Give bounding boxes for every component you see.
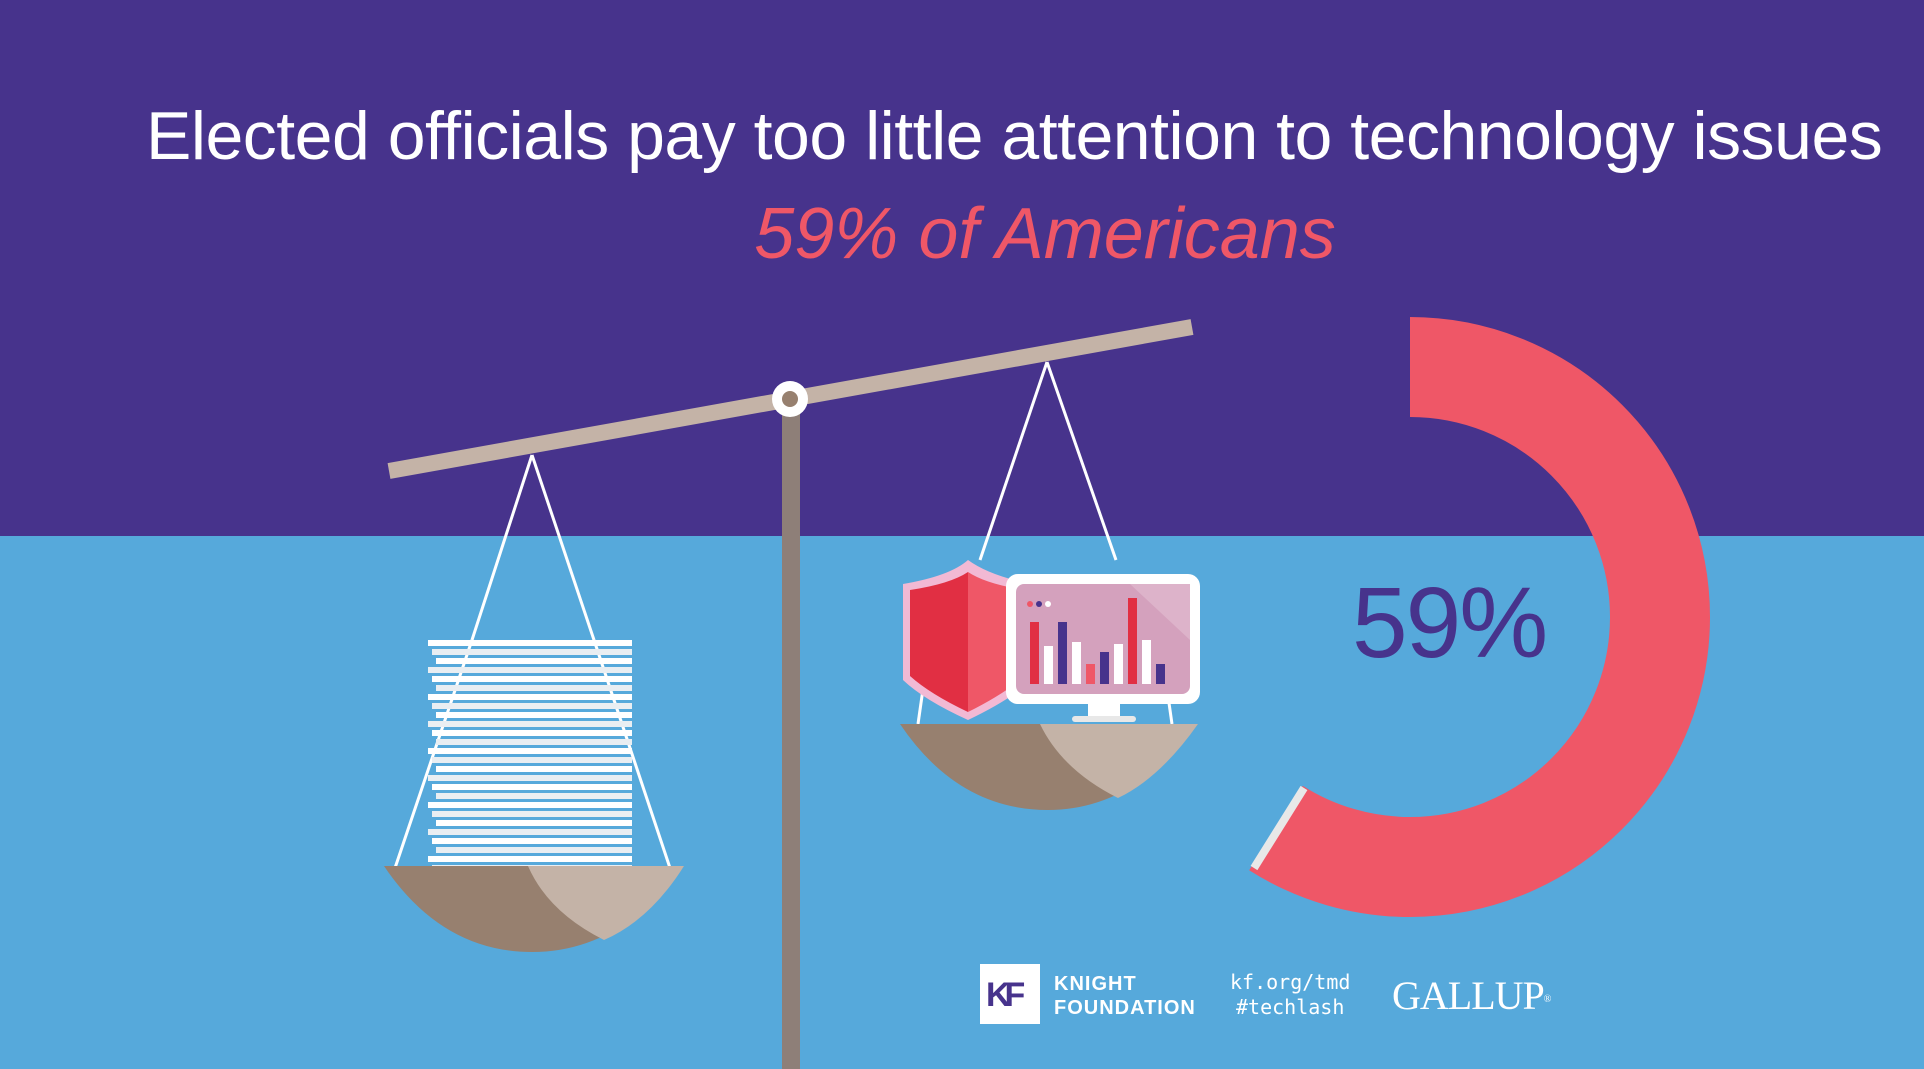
paper-sheet xyxy=(432,730,632,736)
paper-sheet xyxy=(432,811,632,817)
scale-pole xyxy=(782,400,800,1069)
footer-hashtag: #techlash xyxy=(1236,995,1345,1019)
left-pan xyxy=(384,866,684,952)
paper-sheet xyxy=(428,829,632,835)
ring-end-highlight xyxy=(1250,785,1308,871)
monitor-bar xyxy=(1044,646,1053,684)
knight-foundation-name: KNIGHT FOUNDATION xyxy=(1054,972,1196,1020)
monitor-bar xyxy=(1128,598,1137,684)
paper-sheet xyxy=(428,775,632,781)
monitor-bar xyxy=(1072,642,1081,684)
percent-ring xyxy=(1110,317,1710,917)
paper-sheet xyxy=(436,658,632,664)
paper-sheet xyxy=(432,784,632,790)
paper-sheet xyxy=(428,694,632,700)
paper-stack-icon xyxy=(428,640,632,871)
paper-sheet xyxy=(428,721,632,727)
paper-sheet xyxy=(428,667,632,673)
subheadline: 59% of Americans xyxy=(754,194,1336,274)
monitor-bar xyxy=(1086,664,1095,684)
monitor-chart-icon xyxy=(1006,574,1200,722)
monitor-bar xyxy=(1100,652,1109,684)
paper-sheet xyxy=(432,676,632,682)
kf-name-line2: FOUNDATION xyxy=(1054,997,1196,1019)
gallup-logo: GALLUP® xyxy=(1392,973,1551,1018)
paper-sheet xyxy=(432,649,632,655)
kf-logo-letters: KF xyxy=(986,976,1025,1014)
kf-name-line1: KNIGHT xyxy=(1054,973,1137,995)
paper-sheet xyxy=(428,748,632,754)
percent-label: 59% xyxy=(1352,567,1548,679)
footer-url: kf.org/tmd xyxy=(1230,970,1351,994)
paper-sheet xyxy=(428,802,632,808)
monitor-bar xyxy=(1156,664,1165,684)
paper-sheet xyxy=(436,793,632,799)
monitor-bar xyxy=(1142,640,1151,684)
paper-sheet xyxy=(432,703,632,709)
monitor-bar xyxy=(1058,622,1067,684)
paper-sheet xyxy=(428,856,632,862)
paper-sheet xyxy=(436,766,632,772)
paper-sheet xyxy=(436,847,632,853)
paper-sheet xyxy=(428,640,632,646)
knight-foundation-logo: KF xyxy=(980,964,1040,1024)
right-pan xyxy=(900,724,1198,810)
monitor-bar xyxy=(1030,622,1039,684)
paper-sheet xyxy=(432,757,632,763)
headline: Elected officials pay too little attenti… xyxy=(146,98,1883,174)
paper-sheet xyxy=(436,685,632,691)
paper-sheet xyxy=(436,712,632,718)
paper-sheet xyxy=(436,820,632,826)
monitor-bar xyxy=(1114,644,1123,684)
gallup-wordmark: GALLUP xyxy=(1392,973,1545,1018)
paper-sheet xyxy=(432,838,632,844)
paper-sheet xyxy=(436,739,632,745)
footer-links: kf.org/tmd #techlash xyxy=(1230,970,1350,1020)
